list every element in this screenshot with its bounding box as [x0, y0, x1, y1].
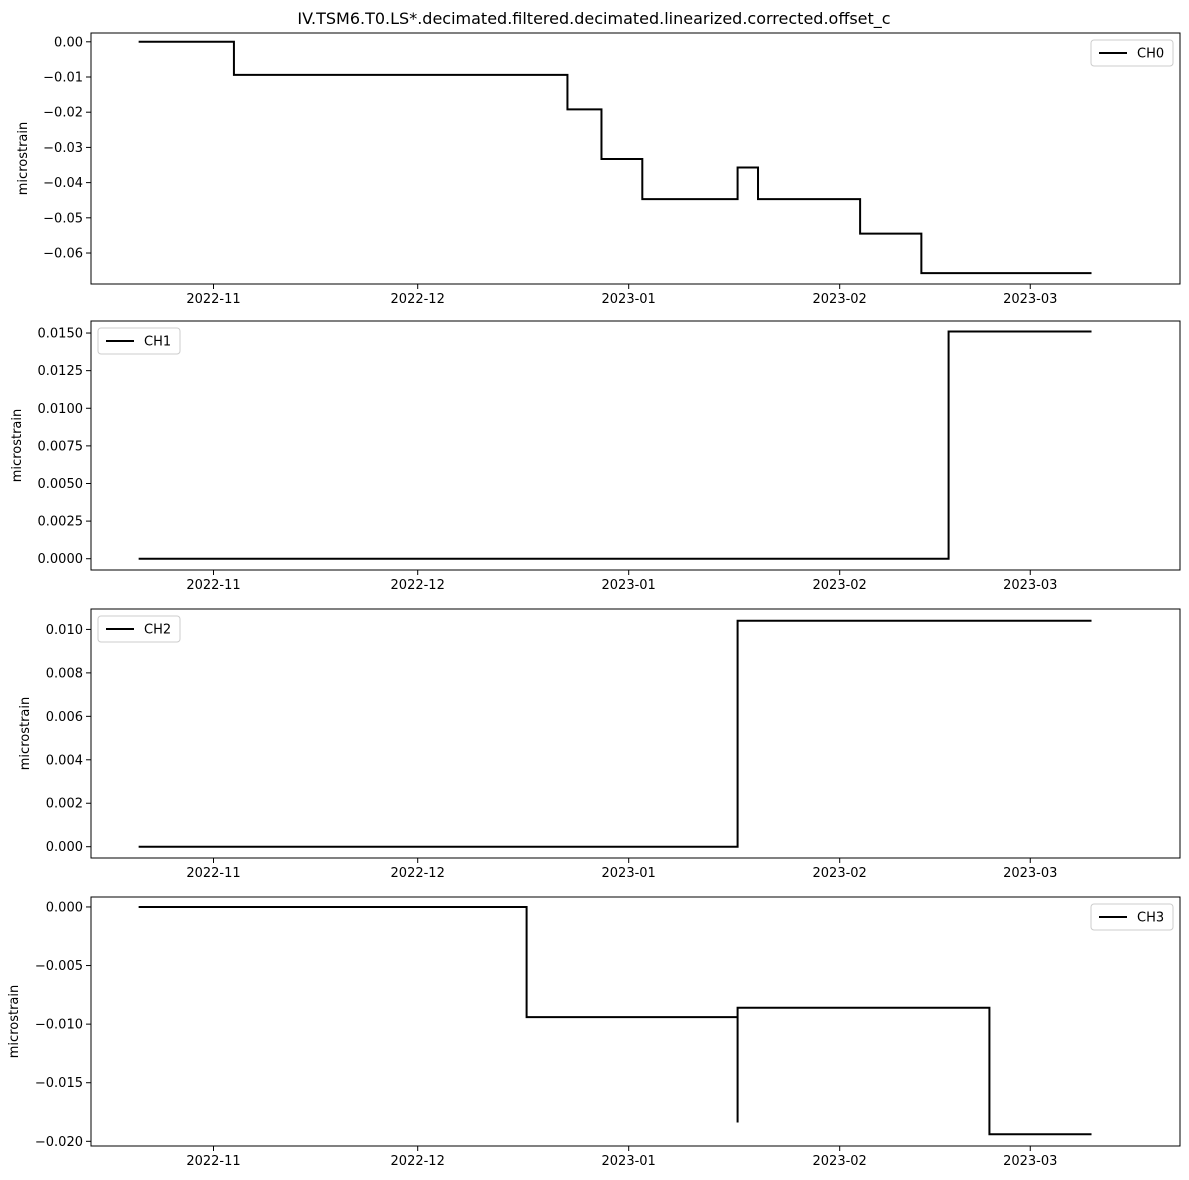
axes-frame [90, 320, 1181, 571]
x-tick-label: 2022-12 [391, 292, 445, 307]
legend-box [1090, 903, 1174, 931]
y-tick-label: 0.0075 [38, 439, 84, 454]
x-tick-label: 2022-11 [186, 292, 240, 307]
series-line-ch2 [138, 619, 1092, 848]
y-tick-label: −0.015 [35, 1076, 83, 1091]
axes-frame [90, 32, 1181, 285]
series-line-ch0 [138, 40, 1092, 275]
legend: CH0 [1090, 39, 1174, 67]
y-tick-label: −0.04 [43, 176, 83, 191]
y-tick-label: 0.008 [46, 666, 83, 681]
x-tick-label: 2022-12 [391, 578, 445, 593]
x-tick-label: 2023-01 [602, 1154, 656, 1169]
x-tick-label: 2022-11 [186, 866, 240, 881]
x-tick-label: 2023-02 [813, 292, 867, 307]
x-tick-label: 2022-12 [391, 866, 445, 881]
y-tick-label: −0.01 [43, 71, 83, 86]
y-tick-label: 0.000 [46, 840, 83, 855]
legend: CH1 [97, 327, 181, 355]
x-tick-label: 2023-03 [1003, 1154, 1057, 1169]
axes-frame [90, 608, 1181, 859]
y-tick-label: 0.010 [46, 623, 83, 638]
y-tick-label: −0.03 [43, 141, 83, 156]
y-axis-label: microstrain [18, 697, 33, 770]
y-tick-label: 0.000 [46, 900, 83, 915]
y-tick-label: 0.0025 [38, 515, 84, 530]
x-tick-label: 2023-03 [1003, 866, 1057, 881]
y-tick-label: −0.05 [43, 211, 83, 226]
y-tick-label: −0.06 [43, 247, 83, 262]
y-tick-label: 0.006 [46, 710, 83, 725]
y-tick-label: 0.0100 [38, 402, 84, 417]
legend-label: CH0 [1137, 47, 1164, 62]
y-axis-label: microstrain [7, 985, 22, 1058]
x-tick-label: 2023-02 [813, 1154, 867, 1169]
y-tick-label: 0.004 [46, 753, 83, 768]
legend-box [1090, 39, 1174, 67]
x-tick-label: 2023-02 [813, 866, 867, 881]
y-axis-label: microstrain [16, 122, 31, 195]
x-tick-label: 2022-11 [186, 1154, 240, 1169]
y-tick-label: 0.002 [46, 797, 83, 812]
x-tick-label: 2023-03 [1003, 292, 1057, 307]
x-tick-label: 2022-12 [391, 1154, 445, 1169]
x-tick-label: 2023-01 [602, 292, 656, 307]
x-tick-label: 2023-03 [1003, 578, 1057, 593]
y-tick-label: 0.0125 [38, 364, 84, 379]
y-tick-label: −0.02 [43, 106, 83, 121]
y-tick-label: −0.005 [35, 959, 83, 974]
x-tick-label: 2022-11 [186, 578, 240, 593]
x-tick-label: 2023-02 [813, 578, 867, 593]
y-tick-label: 0.0000 [38, 552, 84, 567]
subplot-0: 2022-11 2022-12 2023-01 2023-02 2023-03 0.00 −… [16, 32, 1181, 307]
legend-label: CH3 [1137, 911, 1164, 926]
legend-label: CH2 [144, 623, 171, 638]
series-line-ch1 [138, 330, 1092, 560]
x-tick-label: 2023-01 [602, 866, 656, 881]
y-tick-label: −0.020 [35, 1135, 83, 1150]
y-tick-label: 0.00 [54, 35, 83, 50]
subplot-3: 2022-11 2022-12 2023-01 2023-02 2023-03 0.000… [7, 896, 1181, 1169]
legend-box [97, 327, 181, 355]
y-axis-label: microstrain [10, 409, 25, 482]
figure-title: IV.TSM6.T0.LS*.decimated.filtered.decima… [297, 9, 890, 29]
y-tick-label: 0.0150 [38, 327, 84, 342]
axes-frame [90, 896, 1181, 1147]
x-tick-label: 2023-01 [602, 578, 656, 593]
subplot-1: 2022-11 2022-12 2023-01 2023-02 2023-03 0.015… [10, 320, 1181, 593]
y-tick-label: −0.010 [35, 1018, 83, 1033]
legend: CH2 [97, 615, 181, 643]
legend-box [97, 615, 181, 643]
y-tick-label: 0.0050 [38, 477, 84, 492]
legend-label: CH1 [144, 335, 171, 350]
subplot-2: 2022-11 2022-12 2023-01 2023-02 2023-03 0.010… [18, 608, 1181, 881]
series-line-ch3 [138, 905, 1092, 1136]
legend: CH3 [1090, 903, 1174, 931]
